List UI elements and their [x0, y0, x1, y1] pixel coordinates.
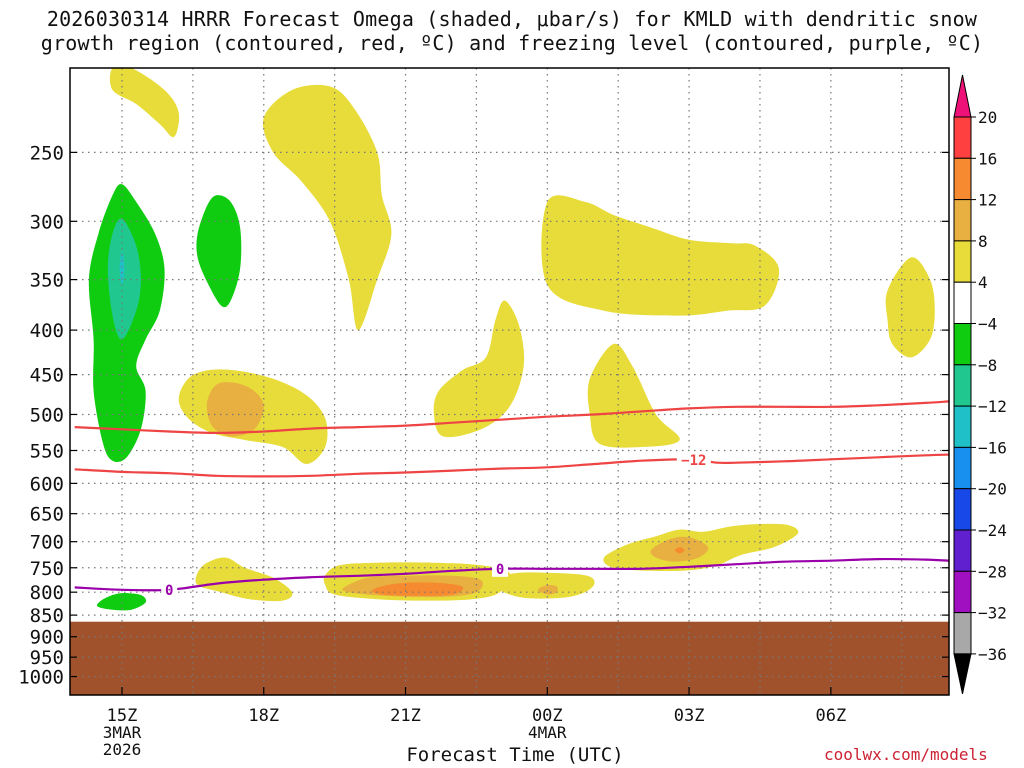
y-tick-label-900: 900: [30, 627, 64, 649]
x-tick-label-03Z: 03Z: [674, 706, 705, 726]
x-tick-sublabel: 3MAR: [103, 723, 142, 742]
x-axis-label: Forecast Time (UTC): [406, 744, 624, 766]
y-tick-label-600: 600: [30, 473, 64, 495]
omega-region-8-class-4: [195, 557, 293, 602]
site-credit: coolwx.com/models: [824, 745, 988, 764]
x-tick-label-00Z: 00Z: [532, 706, 563, 726]
contour-label-bg: [492, 560, 509, 577]
y-tick-label-850: 850: [30, 605, 64, 627]
colorbar-swatch-0: [953, 116, 972, 159]
colorbar-label-4: 4: [978, 273, 988, 292]
colorbar-label-10: −24: [978, 521, 1007, 540]
colorbar-label-9: −20: [978, 480, 1007, 499]
colorbar-label-2: 12: [978, 191, 997, 210]
y-tick-label-1000: 1000: [18, 667, 64, 689]
colorbar: 20 16 12 8 4 −4 −8 −12 −16 −20 −24 −28 −32 −36: [953, 74, 1007, 695]
colorbar-swatch-5: [953, 323, 972, 366]
colorbar-label-13: −36: [978, 645, 1007, 664]
x-tick-sublabel: 2026: [103, 740, 142, 759]
omega-region-4-class-4: [433, 300, 525, 438]
omega-region-20-class--4: [196, 195, 242, 308]
colorbar-swatch-9: [953, 488, 972, 531]
y-tick-label-250: 250: [30, 142, 64, 164]
colorbar-label-7: −12: [978, 397, 1007, 416]
colorbar-bottom-arrow: [953, 653, 972, 695]
y-tick-label-800: 800: [30, 582, 64, 604]
colorbar-swatch-2: [953, 199, 972, 242]
colorbar-label-6: −8: [978, 356, 997, 375]
dgz-top-contour: [74, 400, 949, 435]
colorbar-label-8: −16: [978, 438, 1007, 457]
colorbar-swatch-7: [953, 405, 972, 448]
ground-below-surface: [70, 621, 949, 695]
x-tick-label-18Z: 18Z: [248, 706, 279, 726]
colorbar-label-3: 8: [978, 232, 988, 251]
omega-region-5-class-4: [587, 343, 680, 448]
x-tick-sublabel: 4MAR: [528, 723, 567, 742]
x-tick-label-21Z: 21Z: [390, 706, 421, 726]
omega-region-13-class-8: [537, 584, 558, 595]
omega-region-19-class--12: [119, 251, 125, 285]
omega-region-3-class-8: [206, 382, 264, 437]
y-tick-label-950: 950: [30, 647, 64, 669]
colorbar-label-0: 20: [978, 108, 997, 127]
colorbar-swatch-6: [953, 364, 972, 407]
x-tick-label-15Z: 15Z: [107, 706, 138, 726]
y-tick-label-700: 700: [30, 532, 64, 554]
contour-label: −12: [681, 453, 706, 469]
omega-region-21-class--4: [96, 593, 147, 611]
y-tick-label-350: 350: [30, 270, 64, 292]
omega-region-7-class-4: [885, 257, 935, 358]
contour-label-bg: [161, 581, 178, 598]
y-tick-label-400: 400: [30, 320, 64, 342]
omega-region-0-class-4: [109, 68, 180, 138]
colorbar-swatch-8: [953, 446, 972, 490]
colorbar-swatch-11: [953, 570, 972, 614]
chart-title-line-2: growth region (contoured, red, ºC) and f…: [40, 31, 984, 55]
omega-region-18-class--8: [107, 218, 141, 340]
colorbar-swatch-12: [953, 612, 972, 655]
contour-layer: −12 0 0: [74, 400, 949, 599]
colorbar-swatch-1: [953, 157, 972, 201]
y-tick-label-450: 450: [30, 365, 64, 387]
y-axis: 2503003504004505005506006507007508008509…: [18, 142, 949, 689]
y-tick-label-500: 500: [30, 404, 64, 426]
colorbar-label-12: −32: [978, 604, 1007, 623]
freezing-level-contour: [74, 557, 949, 592]
contour-label-bg: [676, 451, 711, 468]
omega-region-6-class-4: [541, 195, 780, 316]
colorbar-swatch-3: [953, 240, 972, 283]
contour-label: 0: [165, 583, 173, 599]
colorbar-swatch-10: [953, 529, 972, 572]
x-tick-label-06Z: 06Z: [815, 706, 846, 726]
contour-label: 0: [496, 562, 504, 578]
colorbar-label-1: 16: [978, 149, 997, 168]
chart-title-line-1: 2026030314 HRRR Forecast Omega (shaded, …: [46, 7, 978, 31]
y-tick-label-300: 300: [30, 211, 64, 233]
grid-lines: [70, 68, 949, 695]
colorbar-top-arrow: [953, 74, 972, 118]
plot-frame: [69, 67, 950, 696]
y-tick-label-650: 650: [30, 504, 64, 526]
omega-shading-layer: [88, 68, 935, 611]
colorbar-label-11: −28: [978, 562, 1007, 581]
omega-region-16-class-12: [674, 547, 685, 554]
y-tick-label-550: 550: [30, 441, 64, 463]
omega-region-1-class-4: [262, 84, 392, 331]
dgz-bottom-contour: [74, 453, 949, 478]
y-tick-label-750: 750: [30, 558, 64, 580]
colorbar-swatch-4: [953, 281, 972, 325]
colorbar-label-5: −4: [978, 315, 997, 334]
